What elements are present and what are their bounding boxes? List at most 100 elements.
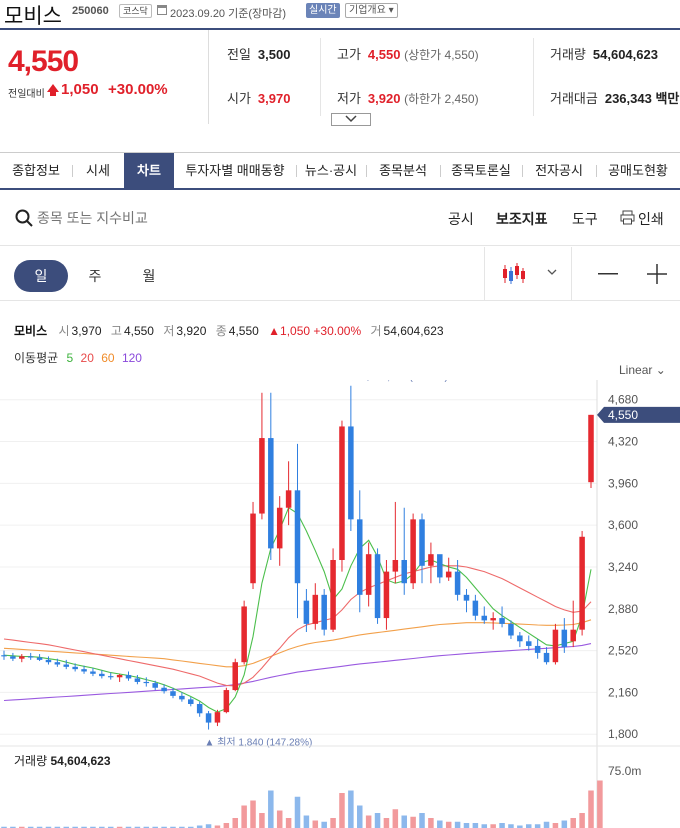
candle [321, 594, 327, 630]
volume-bar [472, 823, 479, 828]
volume-bar [276, 810, 283, 828]
candle [410, 519, 416, 584]
company-info-button[interactable]: 기업개요 ▾ [345, 3, 398, 18]
volume-bar [45, 826, 52, 828]
volume-bar [1, 826, 7, 828]
volume-bar [259, 813, 265, 828]
disclosure-button[interactable]: 공시 [448, 211, 474, 227]
volume-bar [10, 826, 16, 828]
stock-name: 모비스 [4, 5, 62, 28]
period-month[interactable]: 월 [142, 268, 156, 284]
tab-disclosure[interactable]: 전자공시 [535, 163, 583, 178]
tab-news[interactable]: 뉴스·공시 [304, 163, 358, 178]
candle [285, 490, 292, 508]
compare-search-input[interactable] [37, 208, 237, 228]
search-icon[interactable] [15, 209, 33, 227]
y-tick-label: 2,160 [608, 685, 638, 699]
tab-discussion[interactable]: 종목토론실 [451, 163, 511, 178]
candle [170, 691, 176, 696]
tab-investor-trading[interactable]: 투자자별 매매동향 [185, 163, 285, 178]
period-week[interactable]: 주 [88, 268, 102, 284]
volume-bar [437, 820, 443, 828]
volume-bar [348, 790, 354, 828]
candle [392, 560, 399, 572]
candle [205, 713, 212, 723]
candle [374, 554, 381, 619]
tab-chart[interactable]: 차트 [124, 153, 174, 189]
high-price: 고가 4,550 (상한가 4,550) [337, 47, 479, 62]
volume-bar [285, 818, 292, 828]
volume-bar [374, 813, 381, 828]
open-price: 시가 3,970 [227, 91, 291, 106]
current-price-label: 4,550 [608, 408, 638, 422]
candle [303, 600, 310, 624]
volume-bar [205, 824, 212, 828]
print-icon[interactable] [620, 210, 635, 225]
tab-quotes[interactable]: 시세 [86, 163, 110, 178]
candle [588, 414, 594, 483]
candle [250, 513, 256, 584]
candle [134, 678, 141, 682]
candle [348, 426, 354, 520]
price-change: 1,050 [61, 81, 99, 98]
main-tabs: 종합정보 시세 차트 투자자별 매매동향 뉴스·공시 종목분석 종목토론실 전자… [0, 152, 680, 190]
chevron-down-icon: ▾ [385, 5, 394, 16]
price-chart[interactable]: 4,680 4,320 3,960 3,600 3,240 2,880 2,520 2,160… [0, 380, 680, 828]
zoom-out-icon[interactable] [598, 273, 618, 275]
volume-bar [401, 815, 407, 828]
volume-bar [481, 824, 488, 828]
divider [320, 38, 321, 116]
chevron-down-icon: ⌄ [655, 363, 666, 377]
volume-bar [419, 813, 425, 828]
tab-overview[interactable]: 종합정보 [12, 163, 60, 178]
volume-bar [534, 824, 541, 828]
volume-bar [517, 825, 523, 828]
candle [552, 629, 559, 663]
tools-button[interactable]: 도구 [572, 211, 598, 227]
realtime-button[interactable]: 실시간 [306, 3, 340, 18]
volume-bar [125, 826, 132, 828]
low-annotation: ▲ 최저 1,840 (147.28%) [205, 737, 313, 749]
volume-bar [99, 826, 105, 828]
volume-label: 거래량 54,604,623 [14, 754, 111, 768]
indicators-button[interactable]: 보조지표 [496, 211, 548, 227]
print-button[interactable]: 인쇄 [638, 211, 664, 227]
volume-bar [330, 818, 336, 828]
candle [454, 571, 461, 595]
volume-bar [597, 780, 603, 828]
y-tick-label: 2,520 [608, 644, 638, 658]
scale-selector[interactable]: Linear ⌄ [619, 363, 666, 377]
candle [543, 652, 550, 663]
candle [490, 618, 496, 621]
candle [161, 687, 167, 692]
volume-bar [54, 826, 61, 828]
candle [196, 704, 203, 714]
candle [517, 635, 523, 642]
ma-5: 5 [66, 351, 74, 365]
candle [499, 618, 505, 624]
chart-type-selector[interactable] [484, 247, 572, 301]
volume-bar [525, 824, 532, 828]
divider [533, 38, 534, 116]
candle [276, 507, 283, 549]
chevron-down-icon [547, 269, 557, 275]
trade-amount: 거래대금 236,343 백만 [550, 91, 680, 106]
tab-analysis[interactable]: 종목분석 [379, 163, 427, 178]
chart-toolbar: 공시 보조지표 도구 인쇄 [0, 191, 680, 246]
current-price-marker [597, 406, 680, 423]
tab-short-selling[interactable]: 공매도현황 [608, 163, 668, 178]
volume-bar [268, 790, 274, 828]
volume-bar [365, 815, 372, 828]
volume-bar [161, 826, 167, 828]
expand-button[interactable] [331, 113, 371, 126]
candle [330, 560, 336, 630]
volume-bar [241, 805, 247, 828]
candle [232, 662, 238, 691]
volume-bar [232, 818, 238, 828]
period-day[interactable]: 일 [14, 260, 68, 292]
candle [10, 656, 16, 659]
volume-bar [552, 823, 559, 828]
zoom-in-icon[interactable] [647, 264, 667, 284]
y-tick-label: 4,320 [608, 435, 638, 449]
volume-bar [152, 826, 158, 828]
